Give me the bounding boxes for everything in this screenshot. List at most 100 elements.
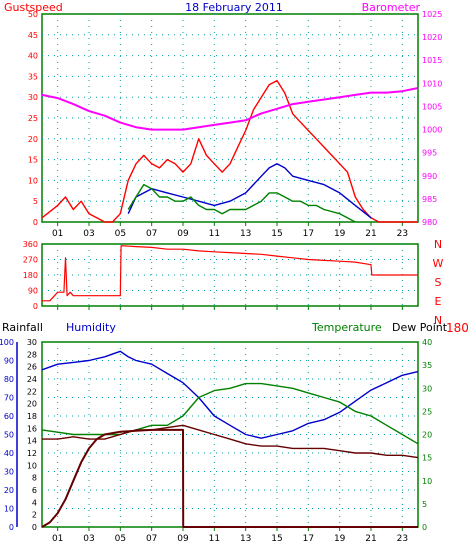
temperature-y-tick-label: 0 (422, 523, 427, 532)
direction-y-tick-label: 0 (33, 302, 38, 311)
wind-y-tick-label: 40 (28, 52, 38, 61)
humidity-y-tick-label: 50 (4, 431, 14, 440)
inner-y-tick-label: 0 (32, 523, 37, 532)
humidity-y-tick-label: 20 (4, 486, 14, 495)
wind-x-tick-label: 23 (397, 229, 408, 239)
wind-x-tick-label: 07 (146, 229, 157, 239)
direction-y-tick-label: 270 (23, 256, 38, 265)
inner-y-tick-label: 12 (27, 449, 37, 458)
wind-y-tick-label: 15 (28, 156, 38, 165)
compass-label: N (434, 314, 442, 327)
temperature-y-tick-label: 35 (422, 361, 432, 370)
climate-x-tick-label: 09 (177, 534, 189, 544)
inner-y-tick-label: 6 (32, 486, 37, 495)
inner-y-tick-label: 18 (27, 412, 37, 421)
red-wind-line (41, 79, 418, 223)
pressure-y-tick-label: 995 (422, 149, 437, 158)
humidity-y-tick-label: 40 (4, 449, 14, 458)
wind-x-tick-label: 19 (334, 229, 346, 239)
temperature-y-tick-label: 10 (422, 477, 432, 486)
humidity-y-tick-label: 70 (4, 394, 14, 403)
climate-x-tick-label: 19 (334, 534, 346, 544)
inner-y-tick-label: 28 (27, 350, 37, 359)
climate-x-tick-label: 15 (271, 534, 282, 544)
wind-x-tick-label: 15 (271, 229, 282, 239)
wind-x-tick-label: 03 (83, 229, 94, 239)
inner-y-tick-label: 22 (27, 387, 37, 396)
direction-y-tick-label: 180 (23, 271, 38, 280)
wind-frame (41, 13, 419, 223)
wind-x-tick-label: 21 (365, 229, 376, 239)
inner-y-tick-label: 4 (32, 498, 37, 507)
wind-y-tick-label: 0 (33, 218, 38, 227)
temperature-y-tick-label: 15 (422, 454, 432, 463)
climate-x-tick-label: 05 (115, 534, 126, 544)
temperature-line (41, 382, 419, 445)
wind-y-tick-label: 50 (28, 10, 38, 19)
pressure-y-tick-label: 1005 (422, 102, 442, 111)
wind-x-tick-label: 13 (240, 229, 251, 239)
temperature-y-tick-label: 5 (422, 500, 427, 509)
pressure-y-tick-label: 980 (422, 218, 437, 227)
pressure-y-tick-label: 1015 (422, 56, 442, 65)
humidity-line (41, 350, 419, 439)
pressure-y-tick-label: 1010 (422, 79, 442, 88)
wind-direction-line (42, 245, 418, 302)
dew-point-line (42, 424, 419, 459)
rainfall-label: Rainfall (2, 321, 43, 334)
wind-x-tick-label: 17 (303, 229, 314, 239)
barometer-label: Barometer (362, 1, 421, 14)
humidity-label: Humidity (66, 321, 116, 334)
wind-y-tick-label: 30 (28, 93, 38, 102)
inner-y-tick-label: 10 (27, 461, 37, 470)
pressure-y-tick-label: 1020 (422, 33, 442, 42)
compass-label: E (435, 295, 442, 308)
inner-y-tick-label: 16 (27, 424, 37, 433)
humidity-y-tick-label: 60 (4, 412, 14, 421)
wind-y-tick-label: 5 (33, 197, 38, 206)
humidity-y-tick-label: 80 (4, 375, 14, 384)
chart-title: 18 February 2011 (185, 1, 283, 14)
temperature-y-tick-label: 30 (422, 384, 432, 393)
inner-y-tick-label: 20 (27, 400, 37, 409)
climate-x-tick-label: 23 (397, 534, 408, 544)
temperature-y-tick-label: 40 (422, 338, 432, 347)
blue-wind-line (127, 163, 372, 219)
compass-label: N (434, 238, 442, 251)
inner-y-tick-label: 2 (32, 511, 37, 520)
climate-x-tick-label: 17 (303, 534, 314, 544)
climate-x-tick-label: 13 (240, 534, 251, 544)
humidity-y-tick-label: 30 (4, 468, 14, 477)
temperature-label: Temperature (311, 321, 382, 334)
pressure-y-tick-label: 1000 (422, 126, 442, 135)
wind-x-tick-label: 05 (115, 229, 126, 239)
wind-x-tick-label: 01 (52, 229, 63, 239)
green-wind-line (127, 183, 356, 223)
temperature-y-tick-label: 25 (422, 407, 432, 416)
inner-y-tick-label: 8 (32, 474, 37, 483)
inner-y-tick-label: 30 (27, 338, 37, 347)
direction-y-tick-label: 360 (23, 240, 38, 249)
wind-y-tick-label: 35 (28, 72, 38, 81)
humidity-y-tick-label: 0 (9, 523, 14, 532)
direction-y-tick-label: 90 (28, 287, 38, 296)
direction-degrees-label: 180° (446, 321, 468, 335)
gustspeed-label: Gustspeed (4, 1, 63, 14)
rainfall-line (41, 428, 418, 528)
humidity-y-tick-label: 90 (4, 357, 14, 366)
climate-x-tick-label: 07 (146, 534, 157, 544)
humidity-y-tick-label: 100 (0, 338, 14, 347)
wind-y-tick-label: 10 (28, 176, 38, 185)
inner-y-tick-label: 26 (27, 363, 37, 372)
inner-y-tick-label: 14 (27, 437, 37, 446)
pressure-y-tick-label: 990 (422, 172, 437, 181)
climate-x-tick-label: 03 (83, 534, 94, 544)
wind-x-tick-label: 09 (177, 229, 189, 239)
climate-x-tick-label: 01 (52, 534, 63, 544)
pressure-y-tick-label: 985 (422, 195, 437, 204)
inner-y-tick-label: 24 (27, 375, 37, 384)
direction-frame (41, 243, 419, 307)
humidity-y-tick-label: 10 (4, 505, 14, 514)
wind-x-tick-label: 11 (209, 229, 220, 239)
